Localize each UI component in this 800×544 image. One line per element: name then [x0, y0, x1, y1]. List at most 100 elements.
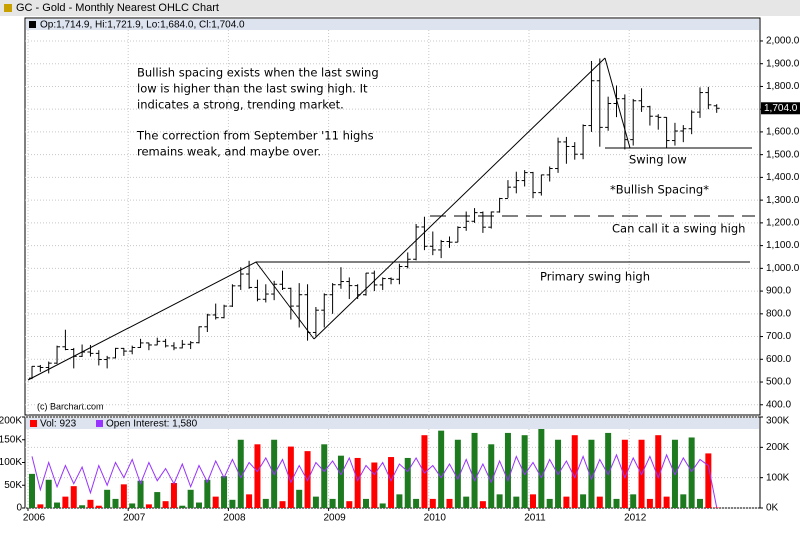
y2-tick-label: 0K [766, 503, 779, 514]
x-tick-label: 2007 [123, 513, 146, 524]
volume-bar [521, 435, 528, 508]
volume-bar [354, 457, 361, 508]
x-tick-label: 2009 [323, 513, 346, 524]
volume-bar [488, 444, 495, 508]
header-icon [4, 4, 12, 12]
volume-legend-bar [26, 418, 759, 429]
price-info-bar [26, 19, 759, 30]
volume-bar [396, 494, 403, 508]
annotation: low is higher than the last swing high. … [137, 82, 368, 96]
y-tick-label: 150K [0, 434, 22, 445]
y-tick-label: 50K [4, 480, 22, 491]
y-tick-label: 0 [16, 503, 22, 514]
volume-bar [129, 503, 136, 508]
volume-bar [496, 494, 503, 508]
volume-bar [513, 496, 520, 508]
annotation: indicates a strong, trending market. [137, 98, 344, 112]
volume-bar [613, 498, 620, 508]
volume-bar [438, 430, 445, 508]
y-tick-label: 900.0 [766, 286, 791, 297]
source: (c) Barchart.com [37, 401, 104, 411]
volume-bar [530, 494, 536, 508]
y-tick-label: 1,100.0 [766, 240, 800, 251]
volume-bar [37, 504, 44, 508]
volume-bar [680, 494, 687, 508]
volume-bar [79, 505, 86, 508]
volume-bar [312, 496, 319, 508]
volume-bar [471, 432, 478, 508]
trend-line [313, 57, 606, 340]
volume-bar [546, 498, 553, 508]
annotation: The correction from September '11 highs [136, 129, 374, 143]
x-tick-label: 2008 [223, 513, 246, 524]
volume-bar [688, 437, 695, 508]
legend-label: Vol: 923 [40, 419, 77, 430]
annotation: Can call it a swing high [612, 222, 745, 236]
annotation: remains weak, and maybe over. [137, 145, 321, 159]
volume-bar [605, 432, 612, 508]
y-tick-label: 1,300.0 [766, 195, 800, 206]
volume-bar [363, 498, 369, 508]
y-tick-label: 800.0 [766, 308, 791, 319]
volume-bar [538, 429, 545, 508]
annotation: *Bullish Spacing* [610, 183, 709, 197]
volume-bar [580, 494, 587, 508]
volume-bar [379, 503, 386, 508]
volume-bar [112, 498, 119, 508]
volume-bar [170, 482, 177, 508]
trend-line [255, 261, 315, 340]
y2-tick-label: 200K [766, 442, 790, 453]
volume-bar [262, 498, 269, 508]
header-bar [0, 0, 800, 16]
volume-bar [187, 489, 194, 508]
y-tick-label: 1,200.0 [766, 218, 800, 229]
volume-bar [54, 502, 61, 508]
volume-bar [70, 486, 77, 508]
y-tick-label: 1,900.0 [766, 58, 800, 69]
volume-bar [62, 496, 69, 508]
legend-swatch [96, 420, 103, 427]
volume-bar [229, 499, 236, 508]
y-tick-label: 600.0 [766, 354, 791, 365]
volume-bar [621, 439, 628, 508]
volume-bar [454, 439, 461, 508]
y2-tick-label: 100K [766, 472, 790, 483]
volume-bar [29, 473, 35, 508]
volume-bar [145, 504, 152, 508]
volume-bar [221, 476, 228, 508]
volume-bar [120, 484, 127, 508]
volume-bar [705, 453, 712, 508]
annotation: Primary swing high [540, 270, 650, 284]
volume-bar [388, 457, 395, 508]
volume-bar [179, 505, 186, 508]
annotation: Swing low [629, 153, 687, 167]
y2-tick-label: 300K [766, 416, 790, 427]
open-interest-line [31, 453, 718, 508]
y-tick-label: 1,500.0 [766, 149, 800, 160]
y-tick-label: 200K [0, 416, 22, 427]
volume-bar [463, 496, 470, 508]
volume-bar [212, 496, 219, 508]
volume-bar [421, 435, 428, 508]
volume-bar [663, 496, 670, 508]
volume-bar [137, 480, 144, 508]
x-tick-label: 2011 [524, 513, 546, 524]
volume-bar [346, 501, 353, 508]
volume-bar [404, 457, 411, 508]
volume-bar [630, 494, 637, 508]
x-tick-label: 2010 [424, 513, 447, 524]
x-tick-label: 2012 [624, 513, 647, 524]
volume-bar [196, 502, 202, 508]
volume-bar [596, 496, 603, 508]
volume-bar [655, 435, 662, 508]
annotation: Bullish spacing exists when the last swi… [137, 66, 379, 80]
info-marker [29, 21, 36, 28]
volume-bar [371, 462, 378, 508]
analyst-lines [27, 57, 755, 381]
volume-bar [329, 498, 336, 508]
volume-bar [287, 446, 294, 508]
x-tick-label: 2006 [23, 513, 46, 524]
volume-bar [563, 496, 570, 508]
volume-bar [337, 455, 344, 508]
